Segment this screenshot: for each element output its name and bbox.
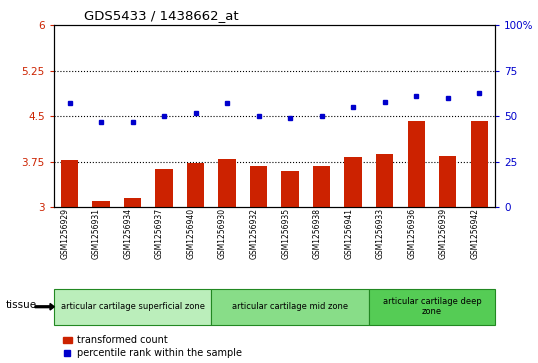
Text: articular cartilage mid zone: articular cartilage mid zone bbox=[232, 302, 348, 311]
Bar bbox=[344, 157, 362, 207]
Bar bbox=[407, 121, 425, 207]
Bar bbox=[471, 121, 488, 207]
Bar bbox=[376, 154, 393, 207]
Text: articular cartilage superficial zone: articular cartilage superficial zone bbox=[61, 302, 204, 311]
Bar bbox=[313, 166, 330, 207]
Text: articular cartilage deep
zone: articular cartilage deep zone bbox=[383, 297, 482, 317]
Bar bbox=[187, 163, 204, 207]
Bar bbox=[61, 160, 78, 207]
Text: tissue: tissue bbox=[5, 300, 37, 310]
Bar bbox=[439, 156, 456, 207]
Bar bbox=[250, 166, 267, 207]
Text: GDS5433 / 1438662_at: GDS5433 / 1438662_at bbox=[84, 9, 239, 22]
Legend: transformed count, percentile rank within the sample: transformed count, percentile rank withi… bbox=[59, 331, 246, 362]
Bar bbox=[218, 159, 236, 207]
Bar bbox=[281, 171, 299, 207]
Bar bbox=[124, 199, 141, 207]
Bar bbox=[155, 170, 173, 207]
Bar bbox=[93, 201, 110, 207]
